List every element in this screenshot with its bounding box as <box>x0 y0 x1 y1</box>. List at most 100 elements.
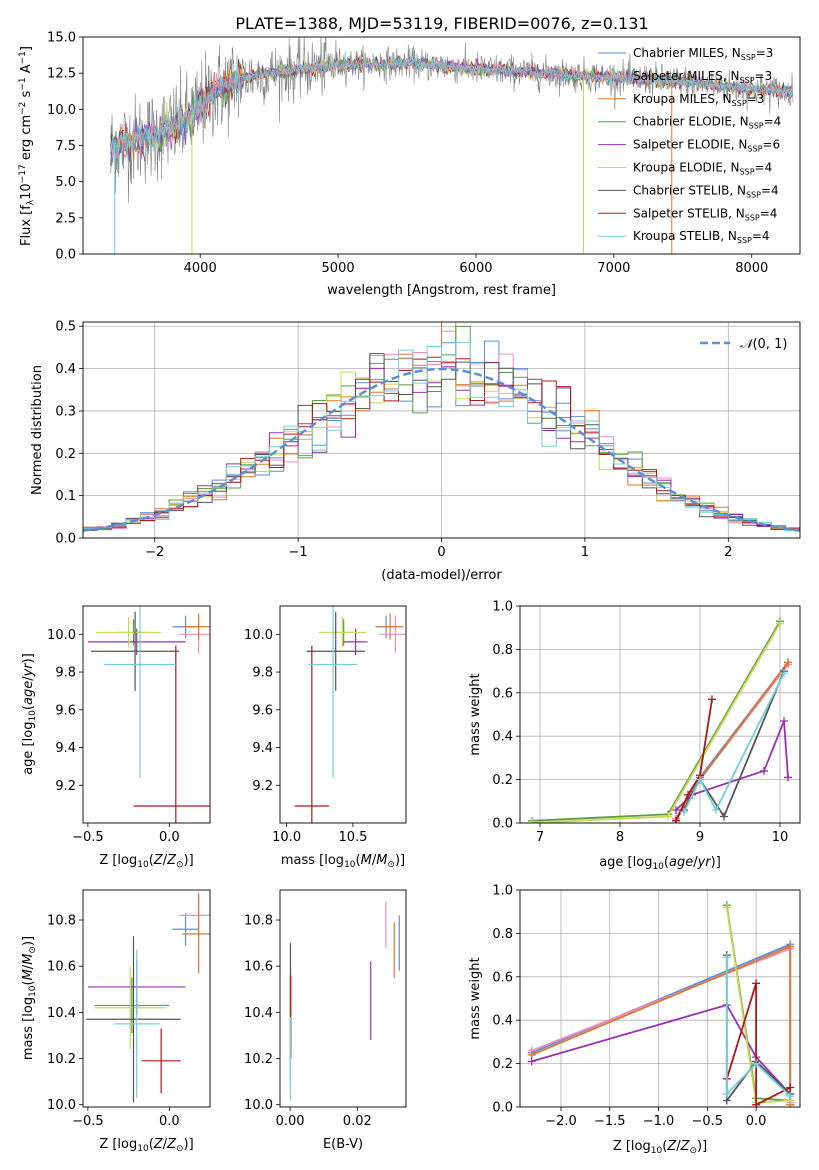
y-tick-label: 10.0 <box>47 1098 76 1113</box>
residuals-plot <box>83 322 800 534</box>
weight-point-marker <box>672 805 680 814</box>
y-tick-label: 0.0 <box>492 817 513 832</box>
x-tick-label: −0.5 <box>72 830 104 845</box>
x-tick-label: −2 <box>145 545 164 560</box>
y-tick-label: 10.8 <box>47 914 76 929</box>
x-tick-label: 10.0 <box>272 830 301 845</box>
y-tick-label: 0.6 <box>492 686 513 701</box>
y-tick-label: 15.0 <box>47 31 76 46</box>
y-tick-label: 0.3 <box>55 404 76 419</box>
x-tick-label: 5000 <box>322 261 355 276</box>
x-tick-label: −2.0 <box>545 1114 577 1129</box>
y-tick-label: 0.8 <box>492 927 513 942</box>
weight_vs_Z-ylabel: mass weight <box>468 957 483 1039</box>
model-spectrum-1 <box>110 56 793 159</box>
weight-point-marker <box>784 773 792 782</box>
age_vs_Z-xlabel: Z [log10(Z/Z⊙)] <box>99 853 193 870</box>
weight-point-marker <box>680 808 688 817</box>
spectrum-xlabel: wavelength [Angstrom, rest frame] <box>327 283 556 298</box>
mass_vs_Z-plot <box>86 892 210 1103</box>
mass_vs_Z-panel: −0.5 0.0 10.0 10.2 10.4 10.6 10.8 Z [log10(Z/Z⊙… <box>21 889 211 1154</box>
x-tick-label: 10.5 <box>338 830 367 845</box>
x-tick-label: 4000 <box>184 261 217 276</box>
weight-point-marker <box>780 669 788 678</box>
y-tick-label: 10.6 <box>47 960 76 975</box>
x-tick-label: 10 <box>772 830 789 845</box>
y-tick-label: 9.4 <box>252 741 273 756</box>
spectrum-panel: 4000 5000 6000 7000 8000 0.0 2.5 5.0 7.5 10.0 12.5… <box>18 31 801 298</box>
figure-title: PLATE=1388, MJD=53119, FIBERID=0076, z=0… <box>235 14 648 33</box>
weight-point-marker <box>786 1092 795 1101</box>
weight-point-marker <box>752 979 761 988</box>
mass_vs_Z-xlabel: Z [log10(Z/Z⊙)] <box>99 1137 193 1154</box>
y-tick-label: 1.0 <box>492 884 513 899</box>
weight-series-8 <box>725 957 791 1097</box>
mass_vs_Z-ylabel: mass [log10(M/M⊙)] <box>21 936 38 1060</box>
weight-point-marker <box>722 903 731 912</box>
age_vs_mass-plot <box>294 606 406 823</box>
weight-series-4 <box>531 1003 791 1095</box>
y-tick-label: 7.5 <box>55 139 76 154</box>
weight-point-marker <box>786 942 795 951</box>
legend-entry: Kroupa STELIB, NSSP=4 <box>633 229 770 245</box>
axes-frame <box>82 321 801 539</box>
axes-frame <box>82 36 801 255</box>
normal-reference-curve <box>83 367 800 532</box>
y-tick-label: 10.2 <box>244 1052 273 1067</box>
y-tick-label: 1.0 <box>492 600 513 615</box>
weight-series-7 <box>675 699 713 822</box>
weight-series-8 <box>683 672 785 813</box>
weight_vs_age-panel: 7 8 9 10 0.0 0.2 0.4 0.6 0.8 1.0 age [log10(age/yr… <box>468 600 801 872</box>
x-tick-label: −1.0 <box>643 1114 675 1129</box>
weight-point-marker <box>752 1059 761 1068</box>
y-tick-label: 9.2 <box>252 779 273 794</box>
x-tick-label: 0.00 <box>276 1114 305 1129</box>
weight-point-marker <box>712 805 720 814</box>
weight-point-marker <box>760 766 768 775</box>
weight-point-marker <box>784 658 792 667</box>
weight-point-marker <box>752 1100 761 1107</box>
spectrum-ylabel: Flux [fλ10−17 erg cm−2 s−1 A−1] <box>18 46 36 246</box>
weight-point-marker <box>684 790 692 799</box>
y-tick-label: 9.8 <box>252 666 273 681</box>
y-tick-label: 9.6 <box>252 703 273 718</box>
x-tick-label: 6000 <box>459 261 492 276</box>
y-tick-label: 9.2 <box>55 779 76 794</box>
y-tick-label: 0.6 <box>492 970 513 985</box>
y-tick-label: 10.0 <box>47 628 76 643</box>
weight-point-marker <box>664 812 672 821</box>
y-tick-label: 2.5 <box>55 211 76 226</box>
age_vs_mass-xlabel: mass [log10(M/M⊙)] <box>281 853 405 870</box>
x-tick-label: 0.02 <box>343 1114 372 1129</box>
legend-entry: Chabrier STELIB, NSSP=4 <box>633 183 779 199</box>
legend-entry: Salpeter MILES, NSSP=3 <box>633 69 772 85</box>
y-tick-label: 9.4 <box>55 741 76 756</box>
weight_vs_Z-plot <box>527 901 795 1107</box>
y-tick-label: 0.4 <box>492 1014 513 1029</box>
weight-series-3 <box>725 905 791 1102</box>
weight-point-marker <box>720 812 728 821</box>
weight-series-1 <box>531 947 792 1103</box>
y-tick-label: 10.4 <box>244 1006 273 1021</box>
residuals-ylabel: Normed distribution <box>30 365 45 495</box>
legend-entry: Salpeter STELIB, NSSP=4 <box>633 206 777 222</box>
x-tick-label: 9 <box>696 830 704 845</box>
weight-point-marker <box>780 717 788 726</box>
weight_vs_age-plot <box>528 617 792 823</box>
axes-frame <box>82 605 211 824</box>
mass_vs_ebv-xlabel: E(B-V) <box>323 1137 363 1152</box>
weight-point-marker <box>672 816 680 823</box>
x-tick-label: −0.5 <box>72 1114 104 1129</box>
mass_vs_ebv-plot <box>289 901 400 1101</box>
legend-entry: Chabrier ELODIE, NSSP=4 <box>633 115 781 131</box>
model-spectrum-8 <box>110 51 793 154</box>
legend-entry: Kroupa ELODIE, NSSP=4 <box>633 161 772 177</box>
age_vs_Z-ylabel: age [log10(age/yr)] <box>21 653 38 775</box>
y-tick-label: 0.0 <box>492 1101 513 1116</box>
x-tick-label: −0.5 <box>692 1114 724 1129</box>
legend-entry: Kroupa MILES, NSSP=3 <box>633 92 764 108</box>
weight_vs_age-xlabel: age [log10(age/yr)] <box>599 855 721 872</box>
y-tick-label: 0.2 <box>55 447 76 462</box>
y-tick-label: 12.5 <box>47 67 76 82</box>
x-tick-label: −1 <box>289 545 308 560</box>
